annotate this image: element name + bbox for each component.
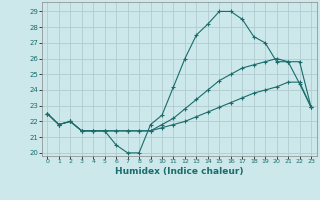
X-axis label: Humidex (Indice chaleur): Humidex (Indice chaleur)	[115, 167, 244, 176]
